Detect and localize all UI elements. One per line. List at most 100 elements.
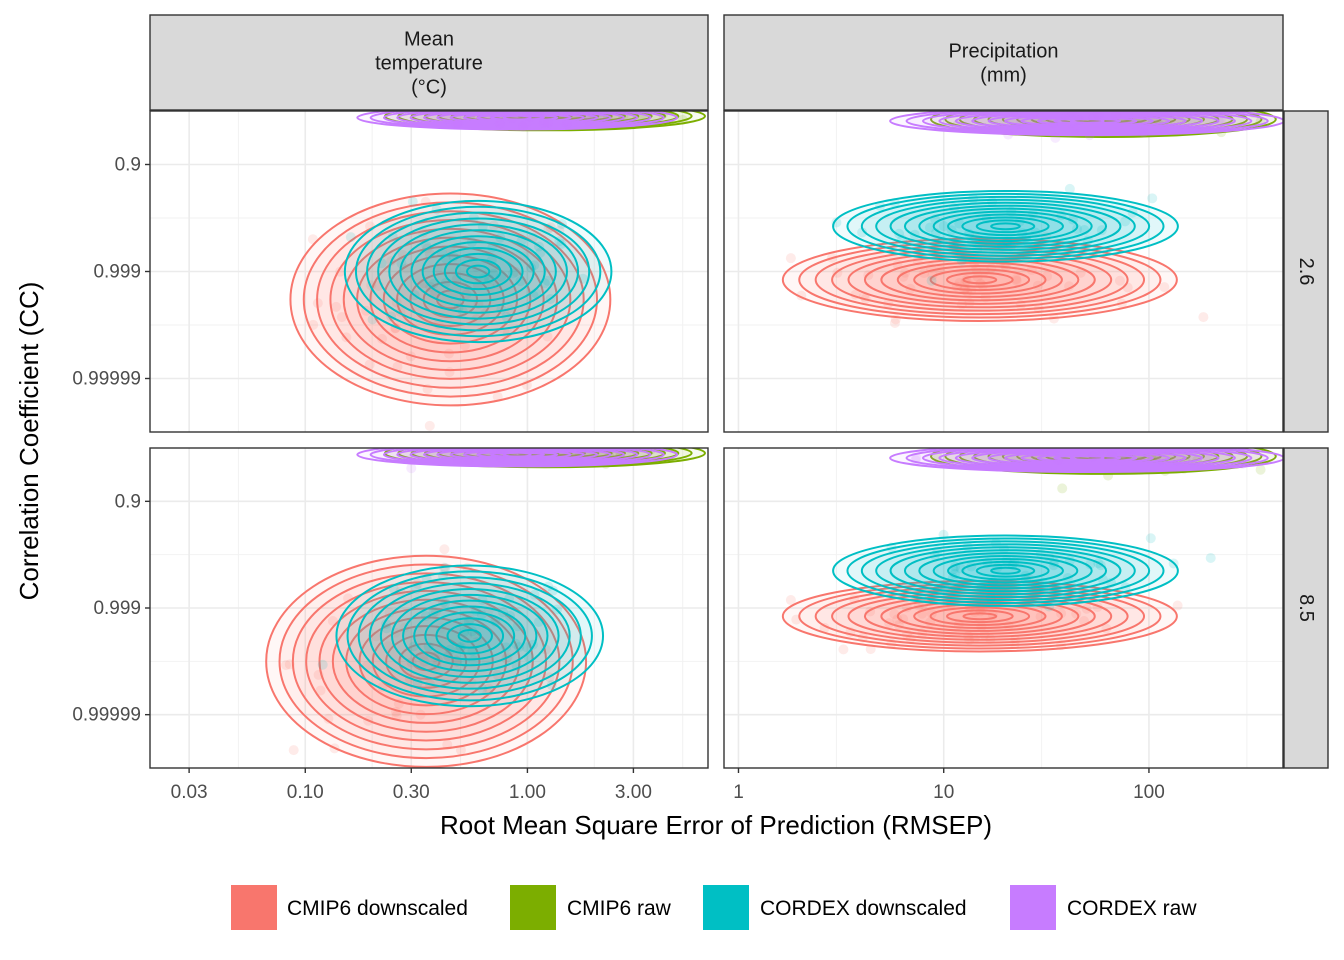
data-point bbox=[317, 659, 328, 670]
data-point bbox=[457, 306, 468, 317]
data-point bbox=[1116, 449, 1127, 460]
data-point bbox=[542, 275, 553, 286]
y-tick-label: 0.99999 bbox=[72, 369, 141, 390]
legend-item-cmip6-downscaled: CMIP6 downscaled bbox=[231, 885, 468, 930]
data-point bbox=[1159, 282, 1170, 293]
data-point bbox=[489, 448, 500, 459]
data-point bbox=[1071, 608, 1082, 619]
data-point bbox=[598, 111, 609, 120]
data-point bbox=[1093, 111, 1104, 120]
data-point bbox=[453, 302, 464, 313]
density-contour bbox=[918, 207, 1093, 245]
density-contour bbox=[388, 223, 568, 320]
data-point bbox=[1039, 448, 1050, 455]
data-point bbox=[1172, 600, 1183, 611]
data-point bbox=[343, 593, 354, 604]
data-point bbox=[677, 114, 688, 125]
data-point bbox=[1015, 299, 1026, 310]
strip-temperature: Mean temperature (°C) bbox=[149, 14, 709, 111]
density-contour bbox=[918, 552, 1093, 590]
data-point bbox=[1145, 533, 1156, 544]
data-point bbox=[468, 212, 479, 223]
grid-lines bbox=[724, 111, 1283, 432]
data-point bbox=[1053, 454, 1064, 465]
data-point bbox=[1114, 275, 1125, 286]
density-contour bbox=[354, 205, 602, 338]
data-point bbox=[563, 111, 574, 121]
data-point bbox=[1035, 611, 1046, 622]
density-contour bbox=[896, 600, 1063, 632]
data-point bbox=[1015, 118, 1026, 129]
data-point bbox=[335, 266, 346, 277]
density-contour bbox=[832, 189, 1179, 263]
series-cordex-downscaled bbox=[831, 183, 1179, 286]
data-point bbox=[1059, 111, 1070, 120]
data-point bbox=[498, 607, 509, 618]
data-point bbox=[972, 244, 983, 255]
data-point bbox=[1008, 111, 1019, 118]
data-point bbox=[281, 660, 292, 671]
data-point bbox=[975, 278, 986, 289]
data-point bbox=[1081, 603, 1092, 614]
data-point bbox=[980, 292, 991, 303]
data-point bbox=[1097, 574, 1108, 585]
data-point bbox=[504, 593, 515, 604]
data-point bbox=[937, 236, 948, 247]
data-point bbox=[512, 621, 523, 632]
data-point bbox=[1095, 560, 1106, 571]
data-point bbox=[900, 267, 911, 278]
data-point bbox=[1088, 112, 1099, 123]
series-cordex-raw bbox=[889, 448, 1283, 474]
density-contour bbox=[502, 114, 532, 121]
data-point bbox=[947, 572, 958, 583]
panel-data bbox=[781, 111, 1283, 328]
data-point bbox=[443, 348, 454, 359]
data-point bbox=[982, 557, 993, 568]
data-point bbox=[1159, 125, 1170, 136]
data-point bbox=[1147, 193, 1158, 204]
data-point bbox=[1021, 574, 1032, 585]
data-point bbox=[428, 607, 439, 618]
data-point bbox=[468, 655, 479, 666]
data-point bbox=[391, 706, 402, 717]
data-point bbox=[927, 270, 938, 281]
data-point bbox=[420, 611, 431, 622]
data-point bbox=[388, 583, 399, 594]
data-point bbox=[471, 606, 482, 617]
data-point bbox=[552, 604, 563, 615]
density-contour bbox=[278, 563, 574, 760]
data-point bbox=[412, 678, 423, 689]
data-point bbox=[1079, 616, 1090, 627]
data-point bbox=[501, 311, 512, 322]
data-point bbox=[1127, 207, 1138, 218]
legend-label: CORDEX downscaled bbox=[760, 897, 967, 920]
data-point bbox=[919, 268, 930, 279]
panel-temperature-2.6 bbox=[149, 110, 709, 433]
data-point bbox=[954, 218, 965, 229]
density-contour bbox=[346, 570, 593, 702]
data-point bbox=[495, 452, 506, 463]
data-point bbox=[459, 657, 470, 668]
data-point bbox=[1014, 216, 1025, 227]
data-point bbox=[477, 448, 488, 455]
data-point bbox=[1213, 116, 1224, 127]
data-point bbox=[889, 197, 900, 208]
data-point bbox=[523, 652, 534, 663]
data-point bbox=[577, 448, 588, 456]
data-point bbox=[893, 620, 904, 631]
data-point bbox=[886, 638, 897, 649]
strip-label: 2.6 bbox=[1295, 258, 1317, 286]
data-point bbox=[392, 361, 403, 372]
data-point bbox=[1202, 451, 1213, 462]
data-point bbox=[986, 263, 997, 274]
data-point bbox=[972, 271, 983, 282]
density-contour bbox=[413, 605, 527, 667]
data-point bbox=[545, 293, 556, 304]
data-point bbox=[401, 263, 412, 274]
data-point bbox=[967, 236, 978, 247]
legend-label: CMIP6 raw bbox=[567, 897, 672, 920]
data-point bbox=[489, 615, 500, 626]
data-point bbox=[312, 298, 323, 309]
data-point bbox=[985, 633, 996, 644]
data-point bbox=[409, 290, 420, 301]
